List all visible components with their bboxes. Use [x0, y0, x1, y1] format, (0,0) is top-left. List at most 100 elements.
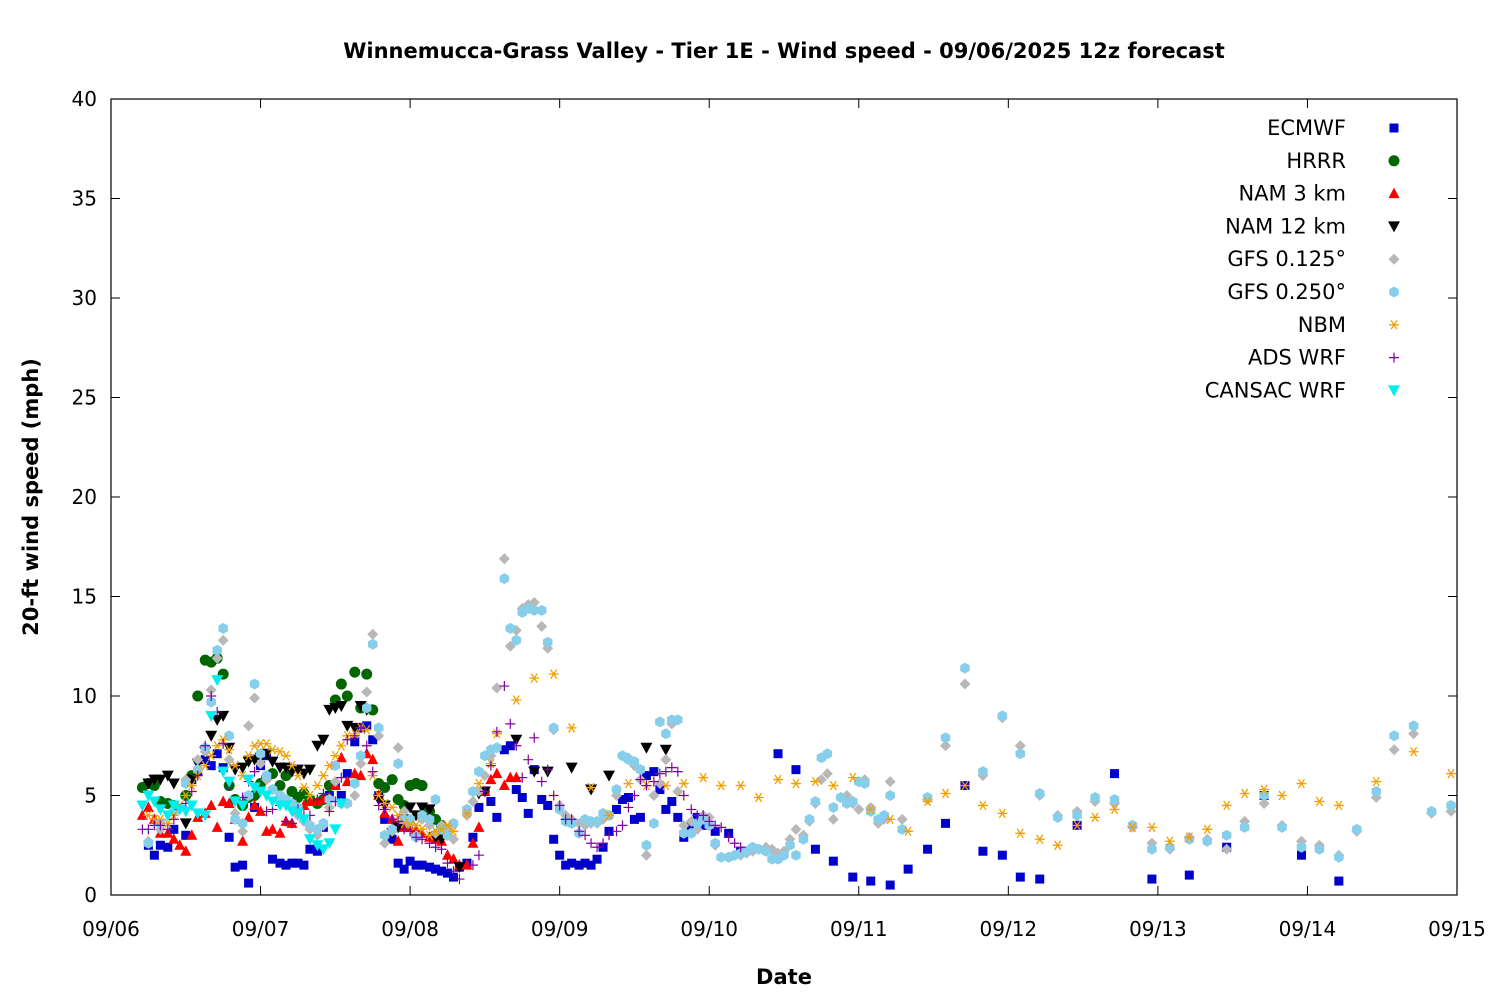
data-point [330, 760, 341, 772]
data-point [274, 827, 286, 838]
data-point [405, 856, 415, 866]
data-point [640, 742, 653, 754]
data-point [828, 780, 839, 791]
data-point [654, 768, 665, 779]
data-point [212, 740, 223, 751]
data-point [341, 690, 353, 702]
data-point [474, 802, 484, 812]
data-point [303, 834, 316, 846]
data-point [317, 734, 330, 746]
data-point [393, 816, 404, 827]
data-point [542, 764, 553, 775]
data-point [217, 795, 229, 806]
legend-marker [1388, 385, 1400, 397]
data-point [136, 800, 149, 812]
data-point [1015, 748, 1026, 760]
data-point [355, 750, 366, 762]
data-point [1296, 850, 1306, 860]
data-point [425, 862, 435, 872]
data-point [773, 749, 783, 759]
data-point [324, 793, 335, 805]
data-point [229, 764, 242, 776]
data-point [280, 816, 291, 827]
data-point [200, 740, 211, 751]
data-point [1015, 872, 1025, 882]
data-point [1072, 809, 1082, 821]
data-point [324, 760, 335, 771]
y-tick-label: 5 [84, 784, 97, 808]
data-point [791, 765, 801, 775]
data-point [1109, 793, 1120, 805]
data-point [585, 784, 598, 796]
data-point [311, 840, 324, 852]
data-point [243, 750, 254, 761]
data-point [604, 810, 615, 821]
data-point [447, 853, 459, 864]
data-point [1221, 843, 1233, 855]
data-point [1314, 796, 1325, 807]
data-point [815, 774, 827, 786]
data-point [1164, 836, 1175, 847]
data-point [417, 824, 428, 835]
data-point [1015, 828, 1026, 839]
data-point [753, 792, 764, 803]
data-point [1371, 786, 1381, 798]
data-point [448, 872, 458, 882]
data-point [896, 813, 908, 825]
data-point [790, 778, 801, 789]
data-point [561, 860, 571, 870]
data-point [498, 553, 510, 565]
data-point [1239, 821, 1250, 833]
data-point [716, 822, 727, 833]
series-cansac-wrf [136, 675, 348, 856]
data-point [199, 810, 212, 822]
data-point [373, 790, 384, 801]
data-point [499, 681, 510, 692]
data-point [1202, 835, 1213, 847]
data-point [163, 842, 173, 852]
data-point [355, 722, 366, 733]
data-point [292, 770, 303, 781]
legend-marker [1389, 286, 1399, 298]
data-point [179, 806, 192, 818]
data-point [311, 740, 324, 752]
data-point [1408, 720, 1419, 732]
data-point [349, 790, 361, 801]
data-point [641, 839, 652, 851]
x-tick-label: 09/13 [1129, 917, 1187, 941]
data-point [161, 770, 174, 782]
data-point [305, 844, 315, 854]
data-point [335, 798, 348, 810]
data-point [387, 823, 397, 835]
data-point [354, 700, 367, 712]
data-point [143, 824, 154, 835]
y-tick-label: 0 [84, 883, 97, 907]
legend-marker [1388, 155, 1400, 167]
data-point [443, 868, 452, 878]
data-point [367, 766, 378, 777]
data-point [648, 776, 659, 787]
data-point [510, 624, 522, 636]
data-point [903, 864, 913, 874]
data-point [230, 813, 240, 825]
data-point [261, 806, 272, 817]
data-point [716, 851, 726, 863]
data-point [1258, 797, 1270, 809]
data-point [1334, 876, 1344, 886]
data-point [1371, 776, 1382, 787]
data-point [566, 814, 577, 825]
data-point [249, 678, 260, 690]
legend-marker [1389, 319, 1399, 330]
data-point [1352, 823, 1362, 835]
data-point [822, 748, 833, 760]
data-point [186, 780, 197, 791]
data-point [142, 778, 155, 790]
data-point [1446, 768, 1457, 779]
data-point [1408, 746, 1419, 757]
legend-marker [1389, 352, 1399, 363]
data-point [350, 737, 360, 747]
data-point [180, 845, 192, 856]
data-point [361, 724, 372, 735]
data-point [810, 795, 821, 807]
